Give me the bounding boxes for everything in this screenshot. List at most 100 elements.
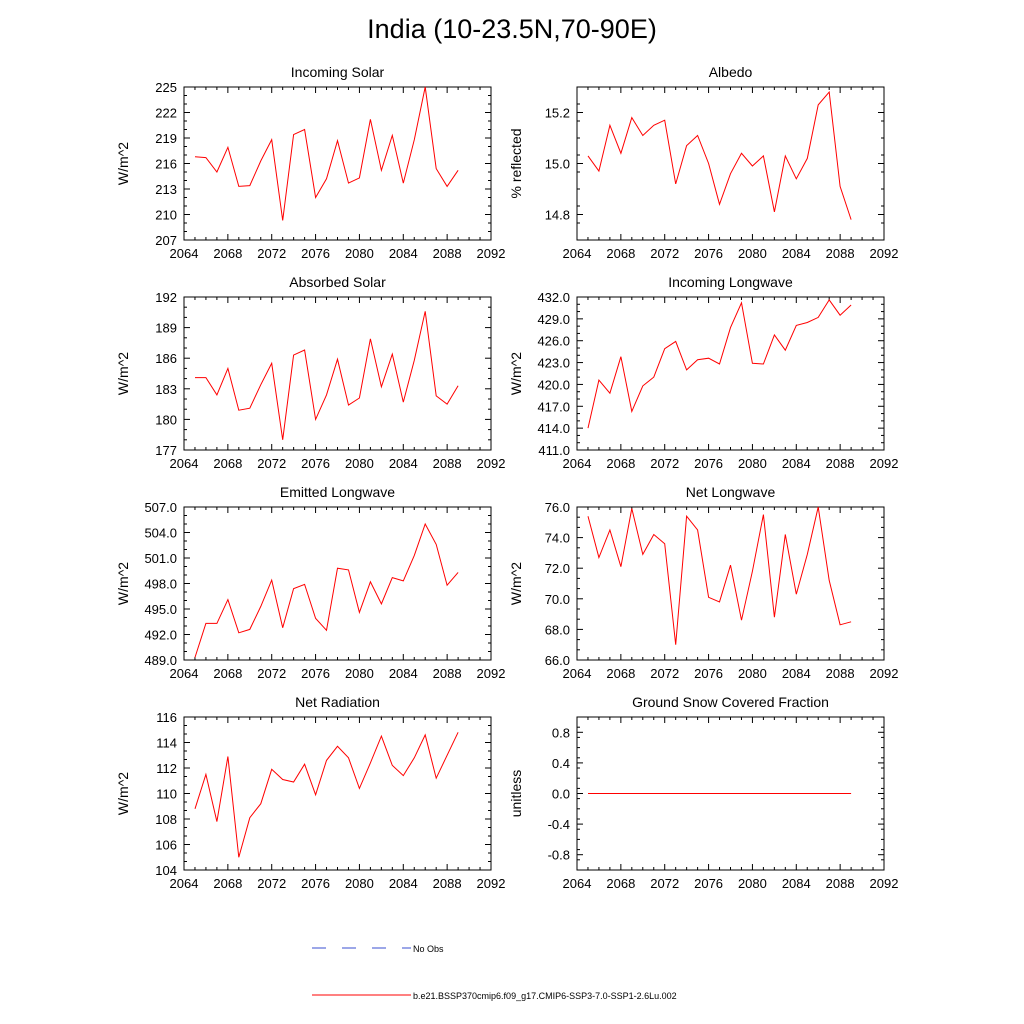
y-tick-label: -0.4 [548,817,570,832]
y-tick-label: 76.0 [545,500,570,515]
chart-panel: Emitted Longwave W/m^2 2064 2068 2072 2076 208… [115,484,505,681]
y-tick-label: 225 [155,80,177,95]
panel-title: Incoming Solar [291,64,385,80]
y-tick-label: 112 [156,761,177,776]
x-tick-label: 2080 [738,666,767,681]
y-tick-label: 507.0 [144,500,177,515]
y-tick-label: 426.0 [537,334,570,349]
y-tick-label: 504.0 [144,526,177,541]
x-tick-label: 2068 [213,456,242,471]
y-tick-label: 495.0 [144,602,177,617]
y-axis-label: unitless [508,770,524,817]
panel-title: Absorbed Solar [289,274,386,290]
x-tick-label: 2064 [170,666,199,681]
x-tick-label: 2064 [563,876,592,891]
series-line [195,311,459,440]
y-tick-label: 423.0 [537,356,570,371]
x-tick-label: 2064 [170,246,199,261]
panel-title: Emitted Longwave [280,484,395,500]
x-tick-label: 2088 [433,456,462,471]
y-tick-label: 177 [155,443,177,458]
y-tick-label: 420.0 [537,377,570,392]
y-tick-label: 192 [155,290,177,305]
x-tick-label: 2080 [345,456,374,471]
x-tick-label: 2072 [257,666,286,681]
x-tick-label: 2072 [257,456,286,471]
x-tick-label: 2072 [257,876,286,891]
x-tick-label: 2064 [563,456,592,471]
y-tick-label: 213 [155,182,177,197]
x-tick-label: 2068 [606,666,635,681]
y-tick-label: 70.0 [545,592,570,607]
y-tick-label: 501.0 [144,551,177,566]
y-tick-label: -0.8 [548,848,570,863]
x-tick-label: 2092 [870,456,899,471]
series-line [194,86,459,221]
x-tick-label: 2080 [345,246,374,261]
x-tick-label: 2076 [301,246,330,261]
panel-title: Ground Snow Covered Fraction [632,694,829,710]
x-tick-label: 2064 [170,876,199,891]
panel-title: Net Longwave [686,484,776,500]
y-axis-label: W/m^2 [115,352,131,395]
x-tick-label: 2088 [433,876,462,891]
y-tick-label: 0.8 [552,725,570,740]
chart-panel: Absorbed Solar W/m^2 2064 2068 2072 2076 2080 2… [115,274,505,471]
x-tick-label: 2092 [477,876,506,891]
plot-frame [183,506,492,661]
x-tick-label: 2088 [433,246,462,261]
y-tick-label: 222 [155,106,177,121]
x-tick-label: 2092 [870,666,899,681]
x-tick-label: 2080 [345,666,374,681]
y-tick-label: 429.0 [537,312,570,327]
x-tick-label: 2092 [870,876,899,891]
y-tick-label: 0.0 [552,787,570,802]
x-tick-label: 2076 [694,876,723,891]
x-tick-label: 2068 [213,246,242,261]
y-tick-label: 498.0 [144,577,177,592]
x-tick-label: 2068 [606,876,635,891]
y-tick-label: 207 [155,233,177,248]
x-tick-label: 2092 [870,246,899,261]
x-tick-label: 2076 [301,666,330,681]
x-tick-label: 2080 [345,876,374,891]
x-tick-label: 2068 [213,666,242,681]
x-tick-label: 2072 [650,876,679,891]
x-tick-label: 2076 [694,456,723,471]
x-tick-label: 2064 [563,246,592,261]
x-tick-label: 2072 [650,246,679,261]
y-tick-label: 414.0 [537,421,570,436]
x-tick-label: 2088 [826,456,855,471]
x-tick-label: 2088 [433,666,462,681]
y-axis-label: W/m^2 [115,772,131,815]
x-tick-label: 2072 [650,666,679,681]
plot-frame [183,86,492,241]
x-tick-label: 2092 [477,246,506,261]
plot-frame [576,506,885,661]
x-tick-label: 2076 [301,456,330,471]
x-tick-label: 2064 [170,456,199,471]
x-tick-label: 2084 [782,246,811,261]
x-tick-label: 2084 [782,876,811,891]
x-tick-label: 2088 [826,666,855,681]
chart-panel: Net Radiation W/m^2 2064 2068 2072 2076 2080 20… [115,694,505,891]
y-axis-label: W/m^2 [508,562,524,605]
y-tick-label: 411.0 [538,443,570,458]
x-tick-label: 2084 [782,666,811,681]
x-tick-label: 2084 [389,246,418,261]
panel-title: Albedo [709,64,753,80]
y-tick-label: 489.0 [144,653,177,668]
plot-frame [183,296,492,451]
x-tick-label: 2072 [257,246,286,261]
y-tick-label: 432.0 [537,290,570,305]
y-tick-label: 186 [155,351,177,366]
x-tick-label: 2084 [782,456,811,471]
y-axis-label: W/m^2 [508,352,524,395]
series-line [587,299,852,429]
y-axis-label: % reflected [508,128,524,198]
panel-title: Incoming Longwave [668,274,793,290]
x-tick-label: 2084 [389,456,418,471]
y-tick-label: 0.4 [552,756,570,771]
series-line [587,506,852,645]
chart-panel: Ground Snow Covered Fraction unitless 2064… [508,694,898,891]
